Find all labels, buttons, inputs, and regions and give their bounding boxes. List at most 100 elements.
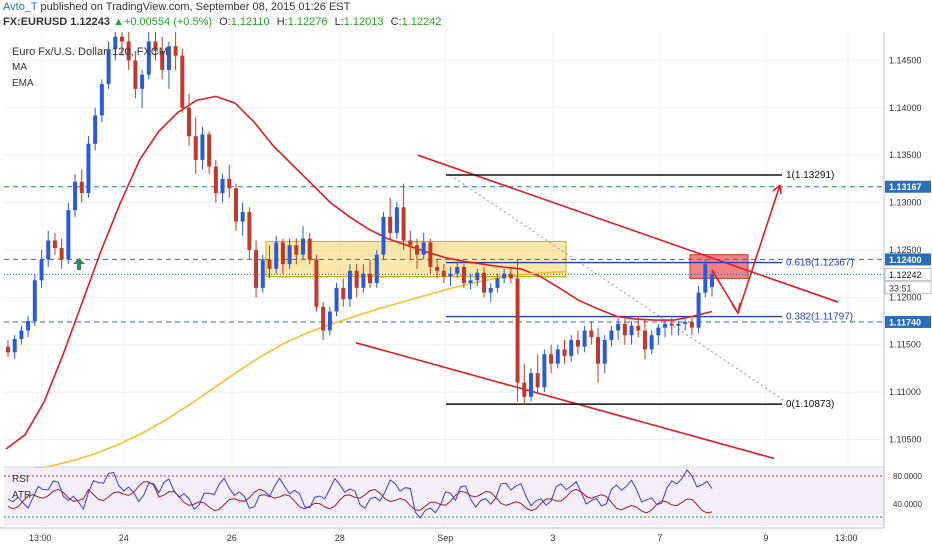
candle-body xyxy=(461,267,466,284)
price-badge xyxy=(884,281,932,295)
candle-body xyxy=(39,259,44,281)
channel-upper-line xyxy=(417,154,839,303)
price-tick-label: 1.13500 xyxy=(889,150,922,160)
candle-body xyxy=(394,207,399,233)
candle-body xyxy=(133,60,138,89)
rsi-axis-label: 40.0000 xyxy=(893,500,922,509)
indicator-atr-label[interactable]: ATR xyxy=(12,490,32,501)
open-label: O: xyxy=(219,16,231,28)
candle-body xyxy=(629,325,634,336)
fib-level-label: 0.618(1.12367) xyxy=(786,258,854,269)
candle-body xyxy=(703,264,708,293)
candle-body xyxy=(596,337,601,364)
candle-body xyxy=(381,216,386,255)
candle-body xyxy=(233,188,238,222)
candle-body xyxy=(86,143,91,194)
atr-line xyxy=(7,481,713,514)
candle-body xyxy=(321,306,326,331)
candle-body xyxy=(99,84,104,116)
price-badge-label: 1.11740 xyxy=(889,317,921,327)
candle-body xyxy=(200,134,205,160)
candle-body xyxy=(683,321,688,324)
time-tick-label: 13:00 xyxy=(835,533,858,543)
legend-title[interactable]: Euro Fx/U.S. Dollar, 120, FXCM xyxy=(12,46,168,58)
price-tick-label: 1.14500 xyxy=(889,55,922,65)
candle-body xyxy=(26,321,31,331)
price-tick-label: 1.11500 xyxy=(889,340,921,350)
candle-body xyxy=(368,273,373,284)
indicator-rsi-label[interactable]: RSI xyxy=(12,474,29,485)
candle-body xyxy=(119,36,124,42)
close-value: 1.12242 xyxy=(401,16,442,28)
open-value: 1.12110 xyxy=(230,16,270,28)
candle-body xyxy=(307,238,312,260)
price-badge-label: 33:51 xyxy=(889,283,912,293)
candle-body xyxy=(602,339,607,364)
candle-body xyxy=(656,327,661,336)
candle-body xyxy=(542,354,547,388)
candle-body xyxy=(46,240,51,260)
candle-body xyxy=(421,242,426,255)
time-tick-label: 9 xyxy=(763,533,768,543)
legend-ema[interactable]: EMA xyxy=(12,78,34,89)
candle-body xyxy=(710,274,714,287)
candle-body xyxy=(187,107,192,137)
ma-line xyxy=(5,95,713,450)
last-price: 1.12243 xyxy=(70,16,110,28)
candle-body xyxy=(522,382,527,397)
candle-body xyxy=(207,134,212,167)
candle-body xyxy=(193,136,198,160)
candle-body xyxy=(347,270,352,300)
price-tick-label: 1.11000 xyxy=(889,387,921,397)
symbol-label[interactable]: FX:EURUSD xyxy=(3,16,68,28)
time-tick-label: 28 xyxy=(335,533,345,543)
price-tick-label: 1.12500 xyxy=(889,245,922,255)
candle-body xyxy=(341,287,346,300)
candle-body xyxy=(528,373,533,397)
chart-header: Avto_T published on TradingView.com, Sep… xyxy=(0,0,932,30)
candle-body xyxy=(414,245,419,255)
price-badge-label: 1.13167 xyxy=(889,182,922,192)
candle-body xyxy=(468,280,473,284)
candle-body xyxy=(280,242,285,265)
change-value: +0.00554 (+0.5%) xyxy=(123,16,213,28)
legend-ma[interactable]: MA xyxy=(12,62,27,73)
time-tick-label: 26 xyxy=(227,533,237,543)
candle-body xyxy=(220,178,225,194)
price-badge xyxy=(884,268,932,281)
candle-body xyxy=(180,55,185,108)
time-axis-bg xyxy=(0,528,932,550)
candle-body xyxy=(79,181,84,194)
candle-body xyxy=(59,248,64,260)
candle-body xyxy=(475,272,480,281)
candle-body xyxy=(676,323,681,326)
candle-body xyxy=(93,115,98,144)
candle-body xyxy=(622,323,627,336)
candle-body xyxy=(689,321,694,328)
candle-body xyxy=(482,272,487,293)
candle-body xyxy=(260,259,265,288)
candle-body xyxy=(549,354,554,364)
candle-body xyxy=(609,330,614,340)
candle-body xyxy=(374,254,379,284)
candle-body xyxy=(508,273,513,279)
candle-body xyxy=(569,339,574,357)
candle-body xyxy=(126,41,131,61)
candle-body xyxy=(696,292,701,328)
fib-level-label: 0.382(1.11797) xyxy=(786,312,853,323)
candle-body xyxy=(166,46,171,70)
candle-body xyxy=(495,278,500,288)
candle-body xyxy=(515,278,520,383)
candle-body xyxy=(140,74,145,89)
time-tick-label: 13:00 xyxy=(29,533,52,543)
price-badge xyxy=(885,315,931,328)
candle-body xyxy=(616,323,621,331)
change-arrow-icon: ▲ xyxy=(113,16,124,28)
candle-body xyxy=(361,273,366,288)
buy-arrow-icon xyxy=(73,258,85,270)
candle-body xyxy=(213,166,218,194)
fib-level-label: 1(1.13291) xyxy=(786,170,834,181)
author-link[interactable]: Avto_T xyxy=(3,1,38,13)
candle-body xyxy=(669,323,674,326)
